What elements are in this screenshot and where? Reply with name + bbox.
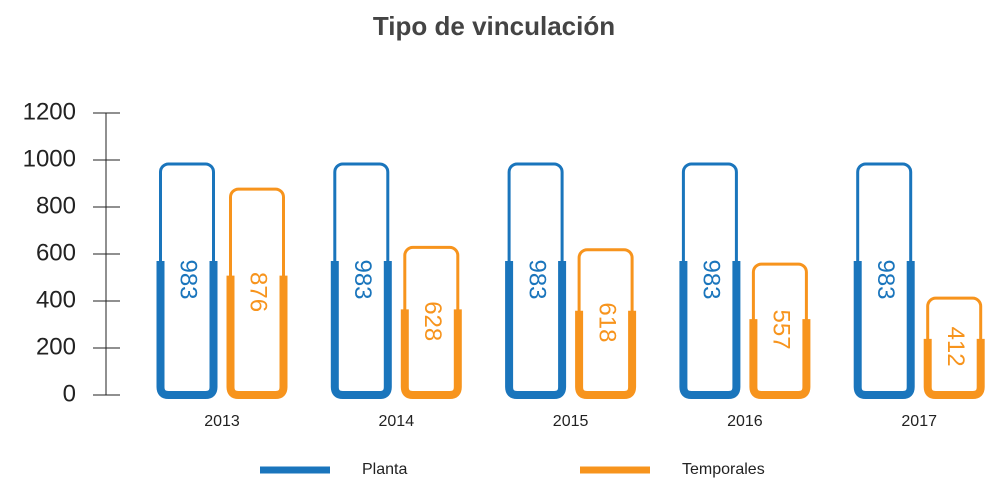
value-label: 412 xyxy=(942,327,969,367)
x-tick-label: 2014 xyxy=(379,413,415,430)
bar-base xyxy=(156,261,218,399)
bar-base xyxy=(505,261,567,399)
y-tick-label: 1200 xyxy=(23,98,76,125)
y-tick-label: 400 xyxy=(36,286,76,313)
y-tick-label: 800 xyxy=(36,192,76,219)
bar-base xyxy=(923,338,985,399)
legend-label: Temporales xyxy=(682,461,765,478)
value-label: 983 xyxy=(523,259,550,299)
value-label: 983 xyxy=(872,259,899,299)
bar-base xyxy=(749,319,811,399)
value-label: 983 xyxy=(175,259,202,299)
bar-base xyxy=(575,310,637,399)
legend-label: Planta xyxy=(362,461,407,478)
bar-base xyxy=(853,261,915,399)
y-tick-label: 600 xyxy=(36,239,76,266)
chart-title: Tipo de vinculación xyxy=(373,11,615,41)
bar-base xyxy=(330,261,392,399)
value-label: 557 xyxy=(768,310,795,350)
x-tick-label: 2015 xyxy=(553,413,589,430)
value-label: 618 xyxy=(593,302,620,342)
y-tick-label: 200 xyxy=(36,333,76,360)
x-tick-label: 2016 xyxy=(727,413,763,430)
y-tick-label: 1000 xyxy=(23,145,76,172)
x-tick-label: 2013 xyxy=(204,413,240,430)
bar-base xyxy=(226,275,288,399)
y-tick-label: 0 xyxy=(63,380,76,407)
value-label: 983 xyxy=(698,259,725,299)
bar-base xyxy=(400,309,462,399)
x-tick-label: 2017 xyxy=(901,413,937,430)
bar-base xyxy=(679,261,741,399)
value-label: 876 xyxy=(245,272,272,312)
value-label: 628 xyxy=(419,301,446,341)
value-label: 983 xyxy=(349,259,376,299)
